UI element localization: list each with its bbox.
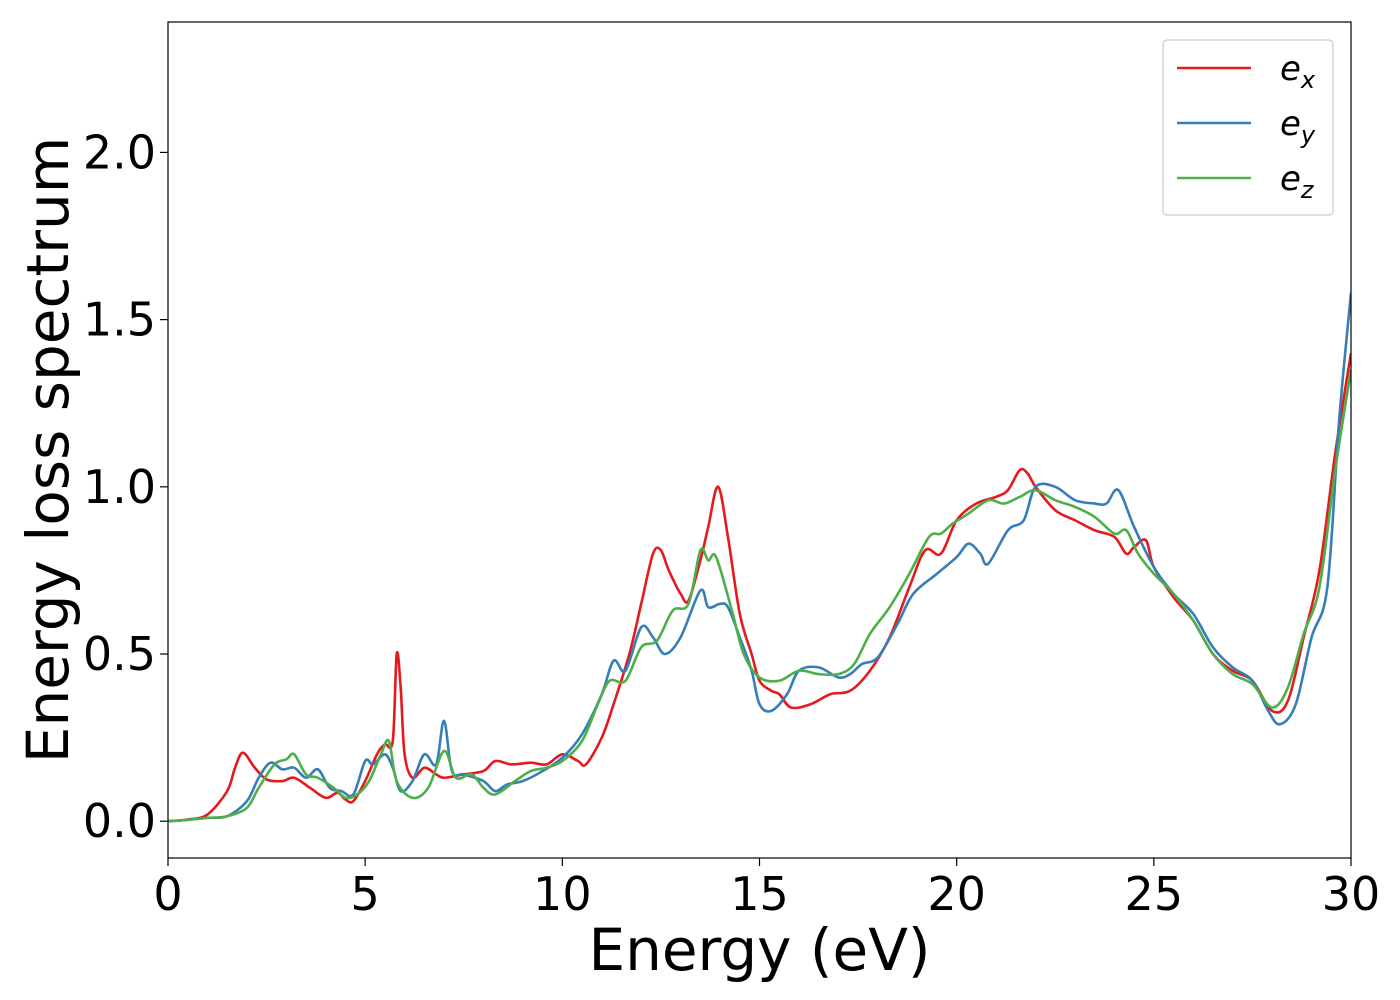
y-tick-label: 1.5	[83, 293, 156, 347]
legend-label-x: ex	[1280, 49, 1316, 94]
y-tick-label: 0.5	[83, 627, 156, 681]
series-line-z	[168, 369, 1351, 823]
legend-label-base: e	[1280, 159, 1301, 199]
legend-label-y: ey	[1280, 104, 1316, 149]
x-tick-label: 20	[927, 867, 986, 921]
series-line-x	[168, 352, 1351, 823]
x-tick-label: 0	[153, 867, 182, 921]
x-tick-label: 30	[1322, 867, 1381, 921]
y-tick-label: 0.0	[83, 794, 156, 848]
legend-label-base: e	[1280, 49, 1301, 89]
legend-label-subscript: y	[1300, 121, 1316, 149]
x-axis-ticks: 0 5 10 15 20 25 30	[153, 858, 1380, 921]
legend-label-z: ez	[1280, 159, 1315, 204]
y-tick-label: 2.0	[83, 125, 156, 179]
x-tick-label: 25	[1125, 867, 1184, 921]
y-axis-ticks: 0.0 0.5 1.0 1.5 2.0	[83, 125, 168, 848]
x-axis-title: Energy (eV)	[588, 916, 930, 984]
y-tick-label: 1.0	[83, 460, 156, 514]
legend-label-base: e	[1280, 104, 1301, 144]
y-axis-title: Energy loss spectrum	[14, 137, 82, 763]
legend-label-subscript: z	[1300, 176, 1315, 204]
series-line-y	[168, 292, 1351, 823]
x-tick-label: 5	[351, 867, 380, 921]
x-tick-label: 10	[533, 867, 592, 921]
series-layer	[168, 292, 1351, 823]
x-tick-label: 15	[730, 867, 789, 921]
legend-label-subscript: x	[1300, 66, 1316, 94]
legend-box	[1162, 39, 1334, 216]
